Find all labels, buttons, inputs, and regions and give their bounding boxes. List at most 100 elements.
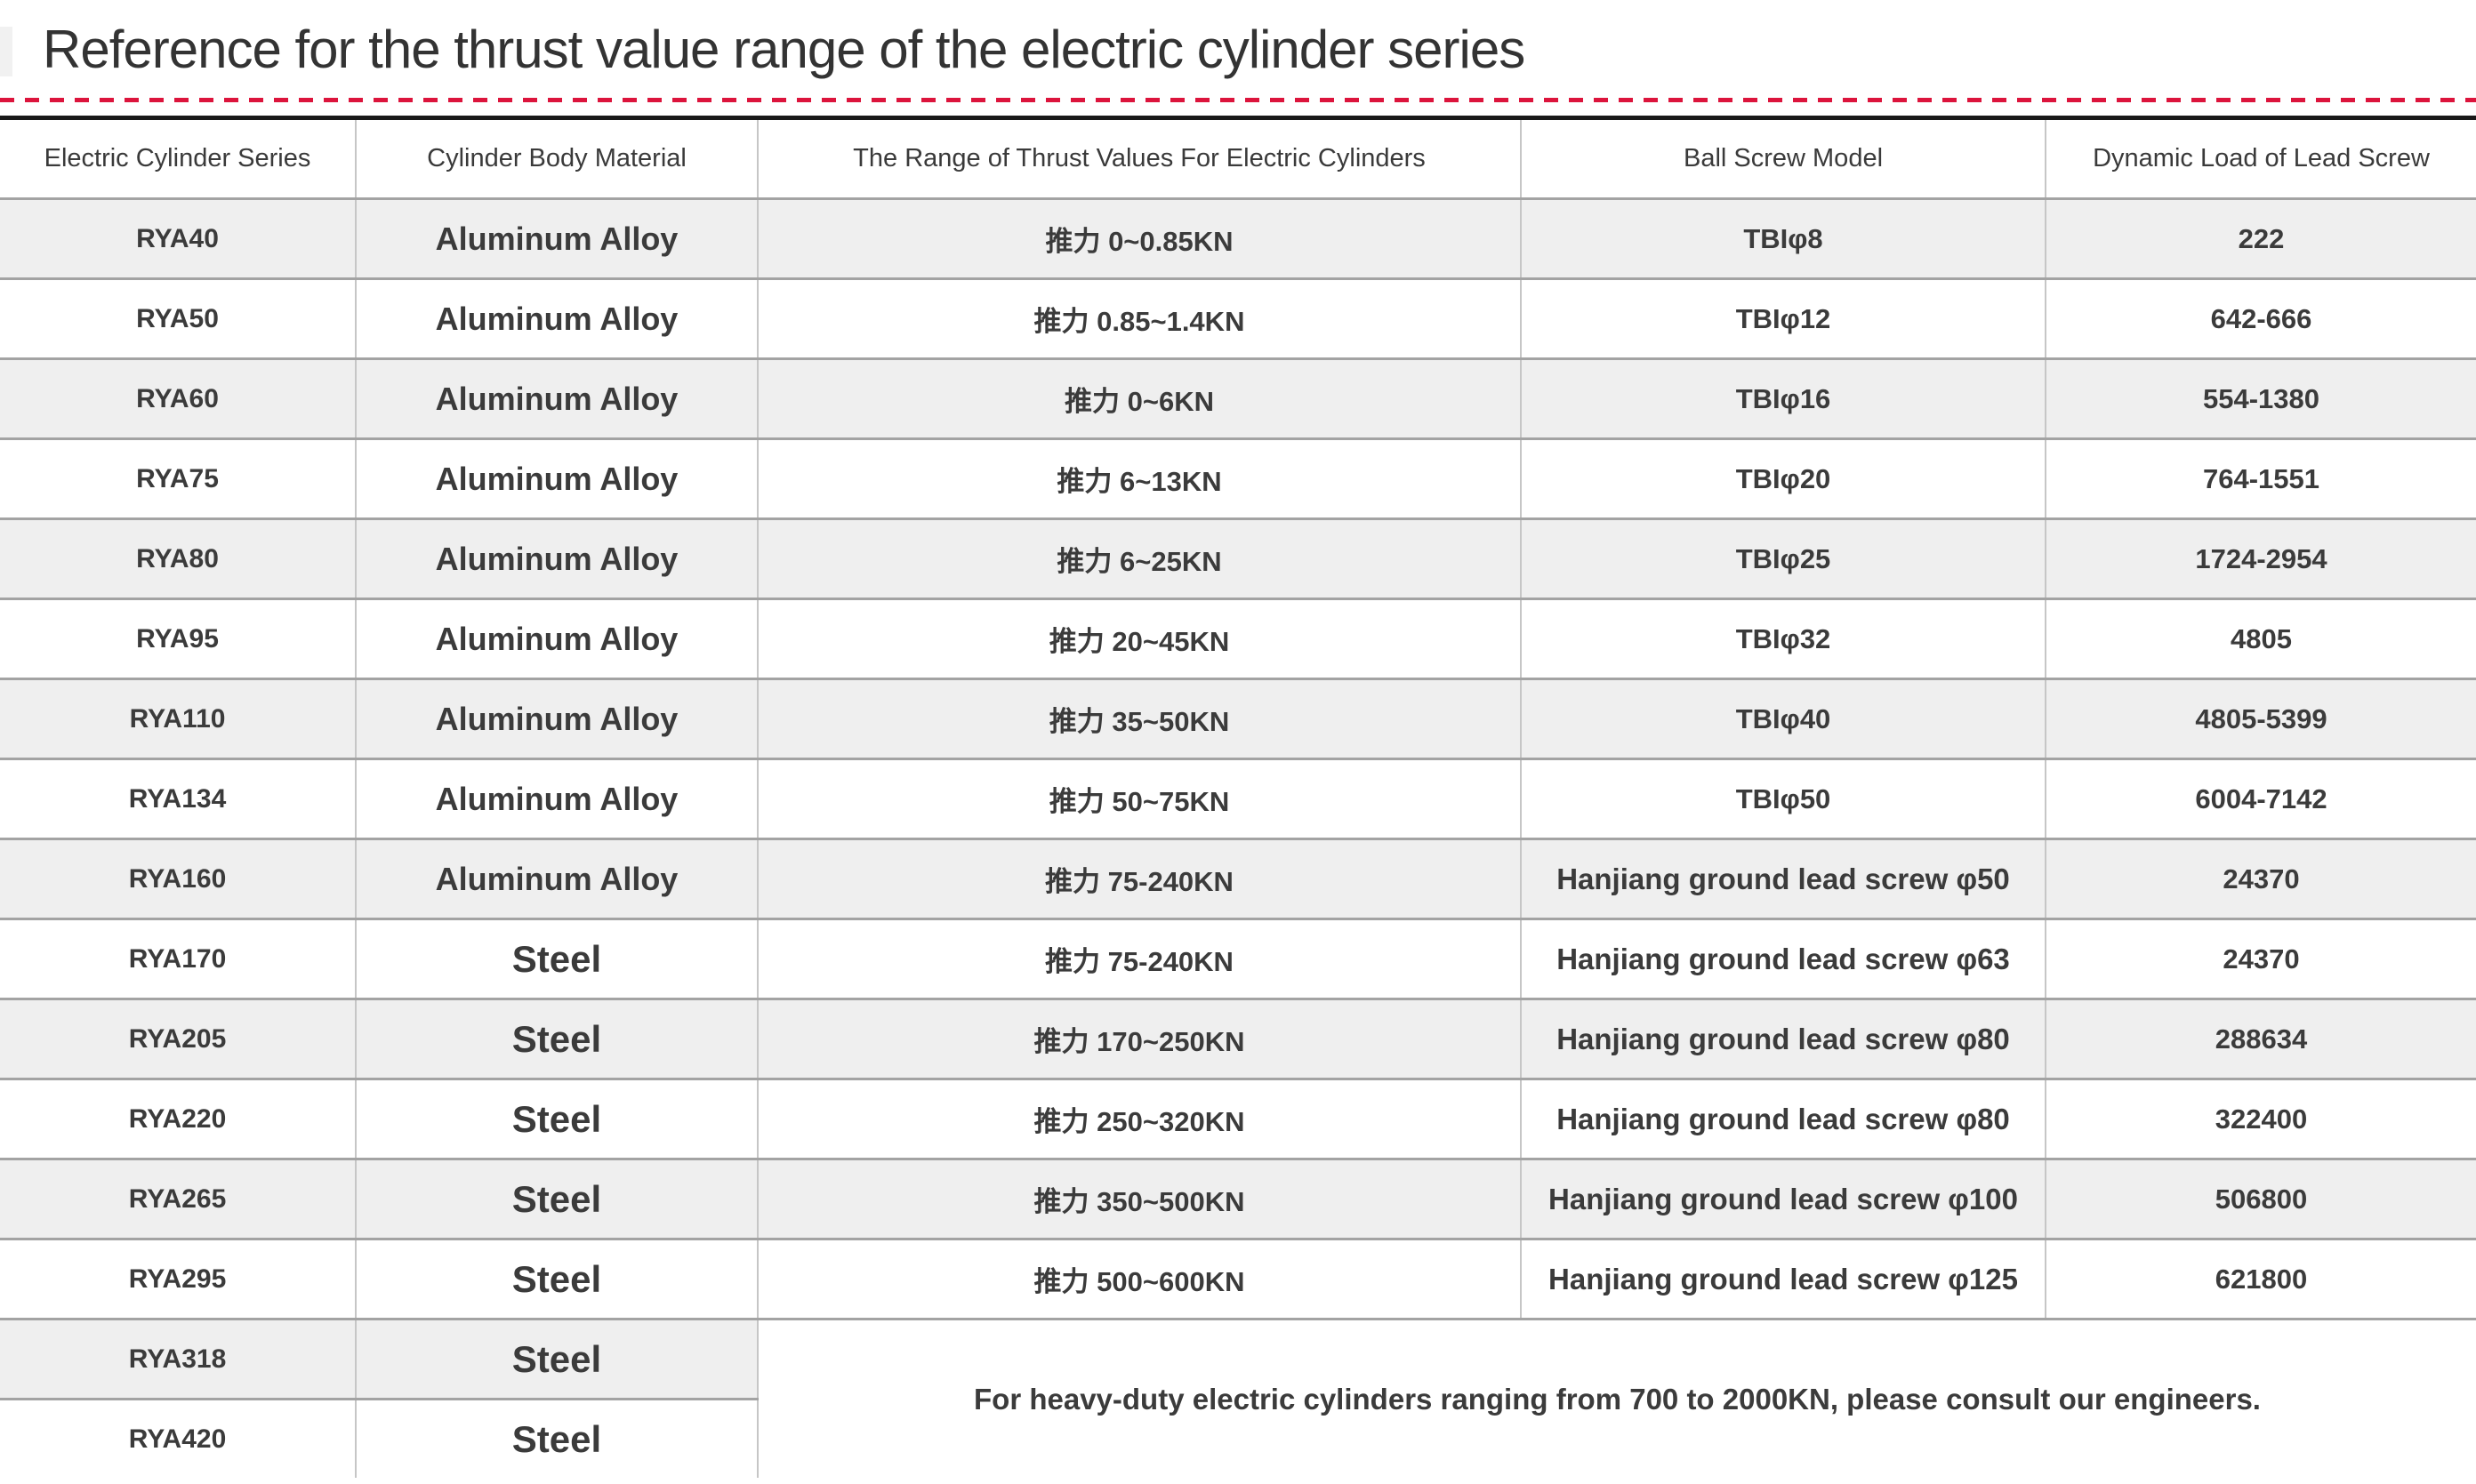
column-header-series: Electric Cylinder Series — [0, 117, 356, 200]
load-cell: 554-1380 — [2045, 357, 2476, 439]
screw-cell: TBIφ20 — [1520, 437, 2046, 519]
load-cell: 222 — [2045, 197, 2476, 279]
material-cell: Steel — [355, 1078, 758, 1159]
load-cell: 1724-2954 — [2045, 517, 2476, 599]
table-row: RYA95 Aluminum Alloy 推力 20~45KN TBIφ32 4… — [0, 598, 2476, 679]
screw-cell: TBIφ16 — [1520, 357, 2046, 439]
series-cell: RYA40 — [0, 197, 356, 279]
series-cell: RYA75 — [0, 437, 356, 519]
material-cell: Aluminum Alloy — [355, 678, 758, 759]
series-cell: RYA80 — [0, 517, 356, 599]
series-cell: RYA60 — [0, 357, 356, 439]
table-row: RYA318 Steel For heavy-duty electric cyl… — [0, 1318, 2476, 1478]
heavy-duty-note: For heavy-duty electric cylinders rangin… — [757, 1318, 2476, 1478]
column-header-thrust: The Range of Thrust Values For Electric … — [757, 117, 1521, 200]
screw-cell: Hanjiang ground lead screw φ80 — [1520, 1078, 2046, 1159]
thrust-cell: 推力 6~13KN — [757, 437, 1521, 519]
material-cell: Aluminum Alloy — [355, 357, 758, 439]
thrust-cell: 推力 0~6KN — [757, 357, 1521, 439]
load-cell: 621800 — [2045, 1238, 2476, 1320]
dashed-divider — [0, 98, 2476, 102]
load-cell: 24370 — [2045, 918, 2476, 999]
header-row: Electric Cylinder Series Cylinder Body M… — [0, 117, 2476, 200]
table-row: RYA205 Steel 推力 170~250KN Hanjiang groun… — [0, 998, 2476, 1079]
thrust-cell: 推力 20~45KN — [757, 598, 1521, 679]
screw-cell: Hanjiang ground lead screw φ50 — [1520, 838, 2046, 919]
load-cell: 24370 — [2045, 838, 2476, 919]
table-row: RYA265 Steel 推力 350~500KN Hanjiang groun… — [0, 1158, 2476, 1239]
title-marker — [0, 27, 12, 76]
material-cell: Aluminum Alloy — [355, 197, 758, 279]
thrust-cell: 推力 170~250KN — [757, 998, 1521, 1079]
material-cell: Steel — [355, 1238, 758, 1320]
load-cell: 288634 — [2045, 998, 2476, 1079]
column-header-load: Dynamic Load of Lead Screw — [2045, 117, 2476, 200]
series-cell: RYA318 — [0, 1318, 356, 1400]
table-row: RYA170 Steel 推力 75-240KN Hanjiang ground… — [0, 918, 2476, 999]
load-cell: 4805 — [2045, 598, 2476, 679]
thrust-cell: 推力 35~50KN — [757, 678, 1521, 759]
thrust-cell: 推力 350~500KN — [757, 1158, 1521, 1239]
screw-cell: TBIφ50 — [1520, 758, 2046, 839]
thrust-cell: 推力 250~320KN — [757, 1078, 1521, 1159]
table-row: RYA40 Aluminum Alloy 推力 0~0.85KN TBIφ8 2… — [0, 197, 2476, 279]
column-header-screw: Ball Screw Model — [1520, 117, 2046, 200]
material-cell: Steel — [355, 918, 758, 999]
load-cell: 764-1551 — [2045, 437, 2476, 519]
material-cell: Steel — [355, 1158, 758, 1239]
material-cell: Aluminum Alloy — [355, 437, 758, 519]
load-cell: 4805-5399 — [2045, 678, 2476, 759]
thrust-cell: 推力 6~25KN — [757, 517, 1521, 599]
screw-cell: TBIφ40 — [1520, 678, 2046, 759]
screw-cell: Hanjiang ground lead screw φ125 — [1520, 1238, 2046, 1320]
material-cell: Aluminum Alloy — [355, 838, 758, 919]
series-cell: RYA134 — [0, 758, 356, 839]
material-cell: Steel — [355, 1398, 758, 1478]
thrust-cell: 推力 500~600KN — [757, 1238, 1521, 1320]
thrust-cell: 推力 0.85~1.4KN — [757, 277, 1521, 359]
screw-cell: TBIφ32 — [1520, 598, 2046, 679]
material-cell: Steel — [355, 998, 758, 1079]
load-cell: 642-666 — [2045, 277, 2476, 359]
series-cell: RYA50 — [0, 277, 356, 359]
thrust-cell: 推力 50~75KN — [757, 758, 1521, 839]
series-cell: RYA205 — [0, 998, 356, 1079]
table-row: RYA80 Aluminum Alloy 推力 6~25KN TBIφ25 17… — [0, 517, 2476, 599]
screw-cell: Hanjiang ground lead screw φ63 — [1520, 918, 2046, 999]
material-cell: Aluminum Alloy — [355, 517, 758, 599]
series-cell: RYA295 — [0, 1238, 356, 1320]
table-row: RYA134 Aluminum Alloy 推力 50~75KN TBIφ50 … — [0, 758, 2476, 839]
table-row: RYA220 Steel 推力 250~320KN Hanjiang groun… — [0, 1078, 2476, 1159]
thrust-cell: 推力 75-240KN — [757, 838, 1521, 919]
thrust-reference-table: Electric Cylinder Series Cylinder Body M… — [0, 116, 2476, 1478]
thrust-cell: 推力 75-240KN — [757, 918, 1521, 999]
page-header: Reference for the thrust value range of … — [0, 0, 2476, 77]
table-row: RYA50 Aluminum Alloy 推力 0.85~1.4KN TBIφ1… — [0, 277, 2476, 359]
material-cell: Aluminum Alloy — [355, 598, 758, 679]
table-row: RYA60 Aluminum Alloy 推力 0~6KN TBIφ16 554… — [0, 357, 2476, 439]
table-row: RYA295 Steel 推力 500~600KN Hanjiang groun… — [0, 1238, 2476, 1320]
load-cell: 506800 — [2045, 1158, 2476, 1239]
screw-cell: TBIφ8 — [1520, 197, 2046, 279]
series-cell: RYA265 — [0, 1158, 356, 1239]
table-row: RYA75 Aluminum Alloy 推力 6~13KN TBIφ20 76… — [0, 437, 2476, 519]
screw-cell: Hanjiang ground lead screw φ100 — [1520, 1158, 2046, 1239]
load-cell: 322400 — [2045, 1078, 2476, 1159]
screw-cell: TBIφ12 — [1520, 277, 2046, 359]
load-cell: 6004-7142 — [2045, 758, 2476, 839]
table-row: RYA110 Aluminum Alloy 推力 35~50KN TBIφ40 … — [0, 678, 2476, 759]
table-row: RYA160 Aluminum Alloy 推力 75-240KN Hanjia… — [0, 838, 2476, 919]
series-cell: RYA420 — [0, 1398, 356, 1478]
series-cell: RYA220 — [0, 1078, 356, 1159]
screw-cell: TBIφ25 — [1520, 517, 2046, 599]
series-cell: RYA170 — [0, 918, 356, 999]
series-cell: RYA95 — [0, 598, 356, 679]
thrust-cell: 推力 0~0.85KN — [757, 197, 1521, 279]
material-cell: Steel — [355, 1318, 758, 1400]
series-cell: RYA160 — [0, 838, 356, 919]
screw-cell: Hanjiang ground lead screw φ80 — [1520, 998, 2046, 1079]
page-title: Reference for the thrust value range of … — [43, 20, 1525, 79]
material-cell: Aluminum Alloy — [355, 758, 758, 839]
material-cell: Aluminum Alloy — [355, 277, 758, 359]
series-cell: RYA110 — [0, 678, 356, 759]
